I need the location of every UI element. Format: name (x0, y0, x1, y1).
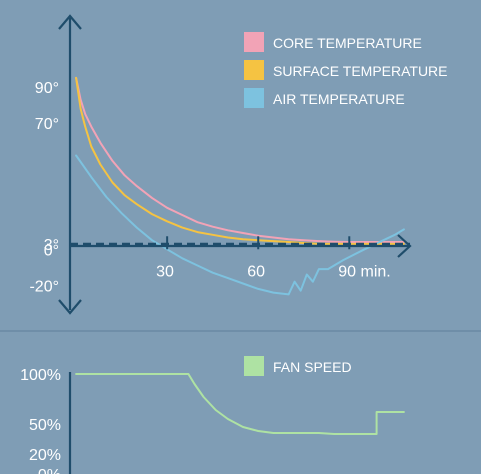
fan-y-tick-label: 100% (20, 367, 61, 384)
y-axis-top-arrowhead (58, 14, 82, 30)
legend-label-fan-speed: FAN SPEED (273, 359, 352, 375)
y-tick-label: 70° (35, 116, 59, 133)
x-tick-label: 30 (156, 263, 174, 280)
x-tick-label: 60 (247, 263, 265, 280)
fan-y-ticks: 100% 50% 20% 0% (20, 367, 61, 474)
temperature-y-ticks: 90° 70° 3°0° -20° (29, 80, 59, 295)
fan-y-tick-label: 20% (29, 447, 61, 464)
temperature-x-ticks: 30 60 90 min. (156, 236, 391, 280)
temperature-legend: CORE TEMPERATURE SURFACE TEMPERATURE AIR T… (244, 32, 448, 108)
fan-legend: FAN SPEED (244, 356, 352, 376)
legend-swatch-air-temperature (244, 88, 264, 108)
legend-label-core-temperature: CORE TEMPERATURE (273, 35, 422, 51)
temperature-series-lines (75, 76, 405, 296)
y-axis-bottom-arrowhead (58, 299, 82, 315)
fan-series-lines (75, 373, 405, 435)
temperature-axes (58, 14, 412, 315)
y-tick-label: 90° (35, 80, 59, 97)
fan-speed-chart: 100% 50% 20% 0% FAN SPEED (20, 356, 405, 474)
temperature-chart: 30 60 90 min. 90° 70° 3°0° -20° CORE TEMPERAT… (29, 14, 448, 315)
legend-swatch-core-temperature (244, 32, 264, 52)
y-tick-label: 0° (44, 242, 59, 259)
legend-swatch-surface-temperature (244, 60, 264, 80)
y-tick-label: -20° (29, 278, 59, 295)
legend-label-surface-temperature: SURFACE TEMPERATURE (273, 63, 448, 79)
series-line-core-temperature (75, 76, 405, 243)
fan-y-tick-label: 50% (29, 417, 61, 434)
fan-y-tick-label: 0% (38, 467, 61, 474)
legend-swatch-fan-speed (244, 356, 264, 376)
series-line-fan-speed (75, 373, 405, 435)
y-tick-label: 3° (44, 237, 59, 254)
x-tick-label: 90 min. (338, 263, 390, 280)
series-line-air-temperature (75, 154, 405, 296)
x-axis-arrowhead (397, 234, 412, 258)
legend-label-air-temperature: AIR TEMPERATURE (273, 91, 405, 107)
